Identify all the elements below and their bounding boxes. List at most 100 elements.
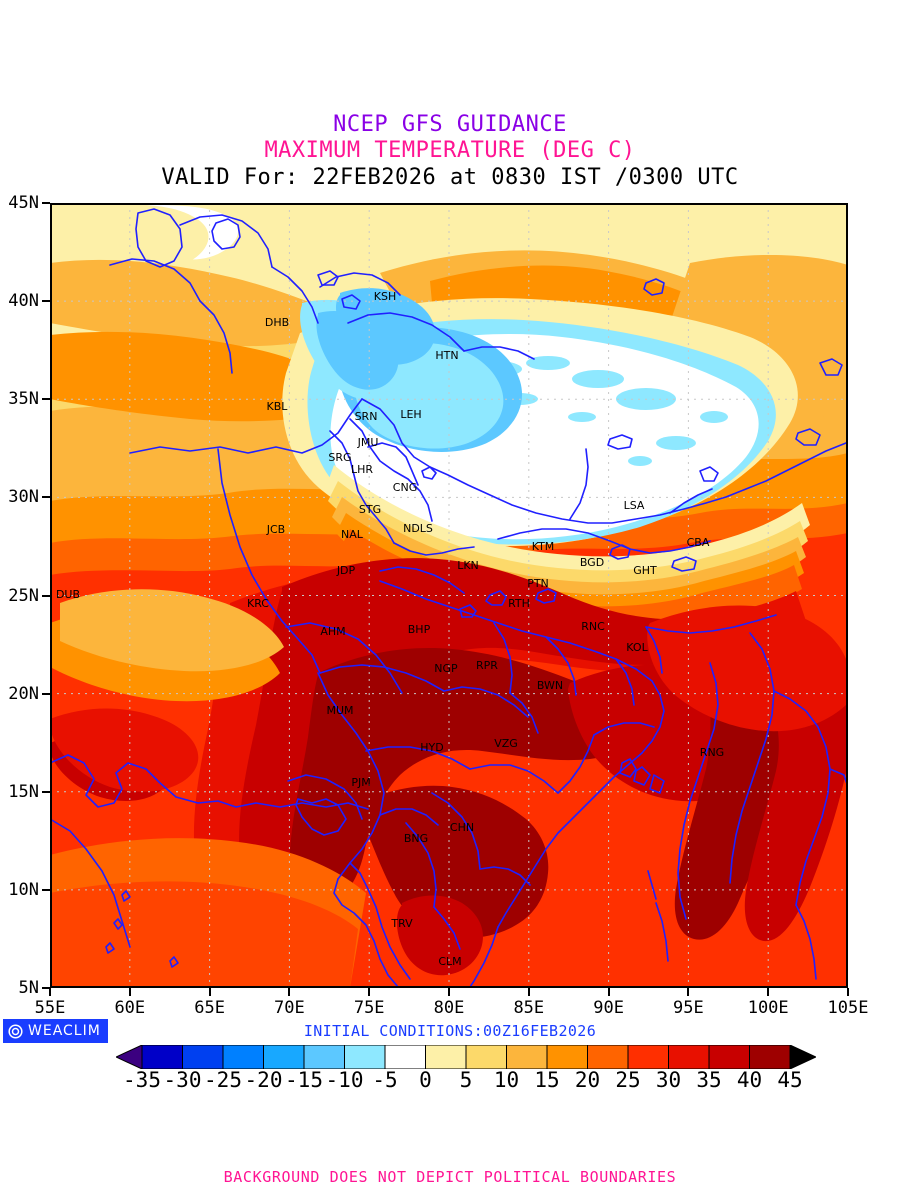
label-HYD: HYD <box>420 741 443 754</box>
x-axis-label-65E: 65E <box>194 998 225 1018</box>
y-axis-label-30N: 30N <box>8 487 39 508</box>
colorbar-label-30: 30 <box>655 1068 682 1092</box>
x-axis-label-55E: 55E <box>34 998 66 1018</box>
colorbar-cell <box>141 1044 183 1070</box>
colorbar-cell <box>749 1044 791 1070</box>
colorbar-tick-labels: -35 -30 -25 -20 -15 -10 -5 0 5 10 15 20 25 30 35 40 45 <box>0 1068 900 1098</box>
y-axis-label-15N: 15N <box>8 781 39 802</box>
ne-india-hot <box>647 605 848 732</box>
contour-field: DHB KSH HTN KBL SRN LEH JMU SRG LHR CNG … <box>50 203 848 988</box>
gridlines <box>50 203 848 988</box>
x-tick-mark <box>687 988 690 996</box>
colorbar-label-5: 5 <box>459 1068 473 1092</box>
y-tick-mark <box>42 202 50 204</box>
pak-hot-35 <box>239 558 738 913</box>
y-tick-mark <box>42 300 50 303</box>
x-tick-mark <box>208 988 211 996</box>
colorbar-cell <box>465 1044 507 1070</box>
colorbar-under-arrow <box>114 1044 143 1070</box>
label-NDLS: NDLS <box>403 522 433 535</box>
label-NGP: NGP <box>434 662 458 675</box>
colorbar-label-15: 15 <box>534 1068 560 1092</box>
x-tick-mark <box>288 988 291 996</box>
label-VZG: VZG <box>494 737 518 750</box>
x-axis-label-95E: 95E <box>673 998 704 1018</box>
y-axis-label-35N: 35N <box>8 389 39 410</box>
label-KTM: KTM <box>532 540 555 553</box>
colorbar-label-10: 10 <box>493 1068 520 1092</box>
label-CNG: CNG <box>393 481 417 494</box>
y-axis-label-20N: 20N <box>8 683 39 704</box>
y-tick-mark <box>42 790 50 793</box>
x-tick-mark <box>847 988 849 996</box>
gulf-hot2 <box>50 708 199 792</box>
colorbar-svg <box>114 1044 818 1070</box>
y-axis-label-45N: 45N <box>8 193 39 213</box>
x-axis-label-75E: 75E <box>353 998 385 1018</box>
initial-conditions-text: INITIAL CONDITIONS:00Z16FEB2026 <box>303 1022 597 1040</box>
label-CLM: CLM <box>438 955 461 968</box>
x-tick-mark <box>527 988 530 996</box>
y-tick-mark <box>42 888 50 891</box>
label-GHT: GHT <box>633 564 657 577</box>
label-KOL: KOL <box>626 641 648 654</box>
colorbar-cell <box>668 1044 710 1070</box>
y-tick-mark <box>42 398 50 401</box>
x-tick-mark <box>128 988 131 996</box>
label-DHB: DHB <box>265 316 289 329</box>
label-SRG: SRG <box>328 451 351 464</box>
label-CHN: CHN <box>450 821 474 834</box>
colorbar-label--20: -20 <box>244 1068 283 1092</box>
label-CBA: CBA <box>687 536 710 549</box>
label-JCB: JCB <box>266 523 285 536</box>
x-tick-mark <box>607 988 610 996</box>
label-LHR: LHR <box>351 463 373 476</box>
label-BWN: BWN <box>537 679 563 692</box>
label-DUB: DUB <box>56 588 80 601</box>
title-agency: NCEP GFS GUIDANCE <box>333 112 567 137</box>
colorbar-cell <box>182 1044 224 1070</box>
ocean-arabian-warm2 <box>50 881 358 988</box>
map-canvas: DHB KSH HTN KBL SRN LEH JMU SRG LHR CNG … <box>50 203 848 988</box>
x-axis-label-80E: 80E <box>433 998 465 1018</box>
station-labels: DHB KSH HTN KBL SRN LEH JMU SRG LHR CNG … <box>56 290 724 968</box>
colorbar-cell <box>263 1044 305 1070</box>
label-SRN: SRN <box>355 410 378 423</box>
colorbar-cell <box>384 1044 426 1070</box>
label-KBL: KBL <box>267 400 289 413</box>
y-tick-mark <box>42 692 50 695</box>
y-axis-label-10N: 10N <box>8 879 39 900</box>
x-tick-mark <box>448 988 450 996</box>
x-tick-mark <box>49 988 51 996</box>
label-AHM: AHM <box>320 625 345 638</box>
label-KSH: KSH <box>374 290 396 303</box>
y-axis-label-25N: 25N <box>8 585 39 606</box>
colorbar-label-40: 40 <box>736 1068 763 1092</box>
colorbar-label--15: -15 <box>285 1068 323 1092</box>
label-RNG: RNG <box>700 746 724 759</box>
x-axis-label-100E: 100E <box>747 998 789 1018</box>
title-block: NCEP GFS GUIDANCE MAXIMUM TEMPERATURE (D… <box>0 112 900 192</box>
colorbar-cell <box>506 1044 548 1070</box>
weaclim-logo[interactable]: WEACLIM <box>3 1019 108 1043</box>
colorbar-label--30: -30 <box>163 1068 202 1092</box>
label-PTN: PTN <box>527 577 549 590</box>
colorbar-over-arrow <box>789 1044 818 1070</box>
y-tick-mark <box>42 496 50 499</box>
colorbar-label-0: 0 <box>419 1068 432 1092</box>
y-tick-mark <box>42 987 50 989</box>
title-valid-time: VALID For: 22FEB2026 at 0830 IST /0300 U… <box>161 165 739 190</box>
upper-kashmir-cyan <box>336 288 436 365</box>
southern-tip-hot <box>396 895 484 976</box>
logo-text: WEACLIM <box>28 1023 101 1039</box>
map-boundaries <box>50 208 848 988</box>
circle-logo-icon <box>8 1023 23 1039</box>
colorbar-cell <box>425 1044 467 1070</box>
label-KRC: KRC <box>247 597 269 610</box>
colorbar-label-20: 20 <box>574 1068 601 1092</box>
x-axis-label-90E: 90E <box>593 998 624 1018</box>
colorbar <box>114 1044 818 1070</box>
colorbar-cell <box>627 1044 669 1070</box>
x-axis-label-60E: 60E <box>114 998 146 1018</box>
colorbar-cell <box>708 1044 750 1070</box>
